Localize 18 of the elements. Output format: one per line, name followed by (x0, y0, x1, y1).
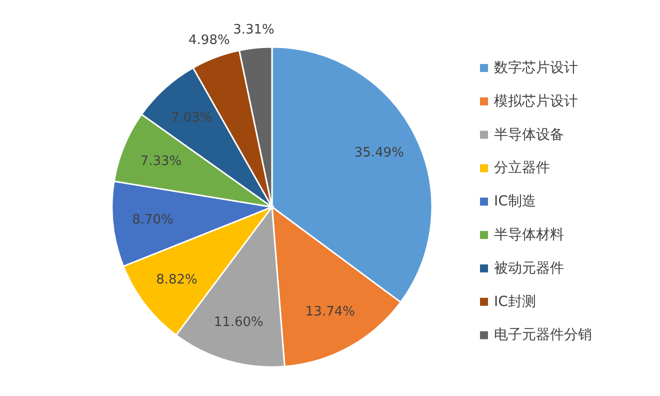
data-label: 3.31% (233, 22, 274, 38)
legend-label: 分立器件 (494, 160, 550, 176)
data-label: 7.33% (140, 154, 182, 169)
legend-label: 半导体设备 (494, 126, 564, 143)
legend-label: IC封测 (494, 294, 536, 310)
legend-label: IC制造 (494, 194, 536, 210)
legend-label: 电子元器件分销 (494, 327, 592, 344)
data-label: 13.74% (305, 304, 355, 320)
data-label: 35.49% (354, 145, 404, 160)
legend-label: 被动元器件 (494, 260, 564, 276)
data-label: 11.60% (214, 314, 264, 330)
legend-label: 数字芯片设计 (494, 60, 578, 76)
legend-label: 半导体材料 (494, 227, 564, 243)
data-label: 8.82% (156, 272, 198, 288)
legend-label: 模拟芯片设计 (494, 93, 578, 110)
data-label: 8.70% (132, 212, 174, 228)
data-label: 4.98% (188, 32, 230, 48)
data-label: 7.03% (170, 110, 212, 126)
